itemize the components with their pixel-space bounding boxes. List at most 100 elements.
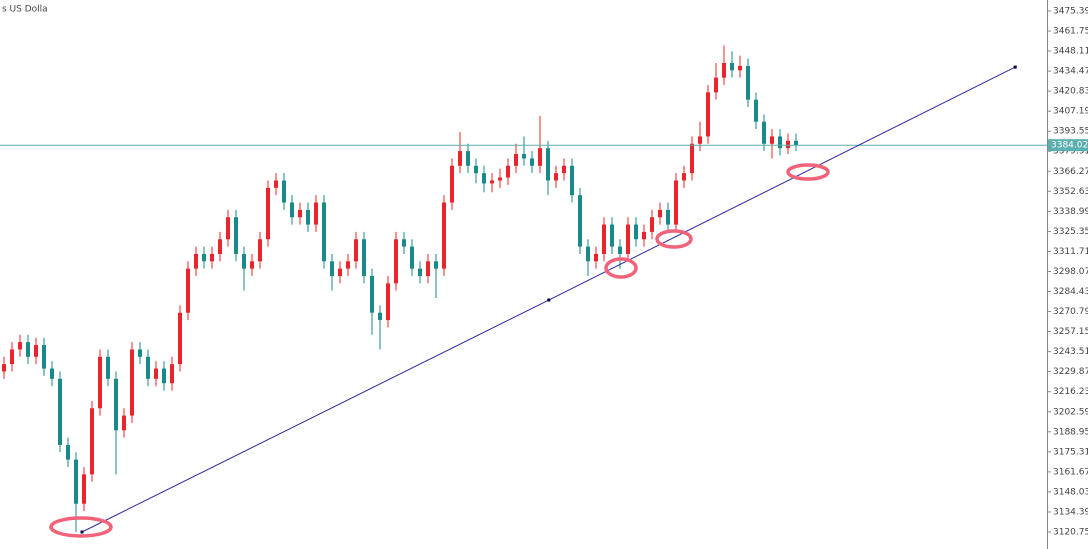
candle-body — [706, 92, 710, 137]
candle-body — [162, 368, 166, 384]
candle-body — [626, 224, 630, 254]
candle-body — [314, 202, 318, 225]
y-tick-label: 3325.35 — [1053, 227, 1088, 237]
candle-body — [658, 209, 662, 218]
candle-body — [426, 261, 430, 276]
candle-body — [202, 253, 206, 262]
candle-body — [330, 261, 334, 276]
candle-body — [506, 165, 510, 178]
candle-body — [682, 173, 686, 181]
highlight-ellipse — [49, 516, 113, 538]
highlight-ellipse — [786, 163, 830, 181]
candle-body — [618, 246, 622, 254]
trendline-anchor — [547, 298, 551, 302]
candle-body — [266, 187, 270, 240]
candle-body — [138, 349, 142, 357]
y-tick-label: 3161.67 — [1053, 467, 1088, 477]
plot: 3120.75 3134.39 3148.03 3161.67 3175.31 3188.… — [0, 6, 1088, 538]
candle-body — [194, 253, 198, 269]
y-tick-label: 3475.39 — [1053, 6, 1088, 16]
candle-body — [402, 239, 406, 247]
candle-body — [746, 65, 750, 100]
candle-body — [778, 136, 782, 149]
candle-body — [26, 342, 30, 357]
annotations — [49, 163, 830, 538]
candle-body — [466, 151, 470, 166]
candle-body — [522, 154, 526, 159]
candle-body — [450, 165, 454, 203]
candle-body — [66, 444, 70, 460]
candle-body — [42, 345, 46, 369]
y-tick-label: 3229.87 — [1053, 367, 1088, 377]
y-tick-label: 3284.43 — [1053, 287, 1088, 297]
y-tick-label: 3366.27 — [1053, 167, 1088, 177]
candle-body — [226, 217, 230, 240]
candle-body — [210, 253, 214, 262]
candle-body — [570, 165, 574, 196]
candle-body — [98, 356, 102, 409]
candle-body — [306, 209, 310, 225]
candle-body — [130, 349, 134, 416]
symbol-title: s US Dolla — [2, 5, 48, 15]
y-tick-label: 3352.63 — [1053, 187, 1088, 197]
candle-body — [442, 202, 446, 269]
candle-body — [594, 253, 598, 262]
candle-body — [578, 195, 582, 247]
candle-body — [602, 224, 606, 254]
candle-body — [282, 180, 286, 203]
y-tick-label: 3148.03 — [1053, 487, 1088, 497]
candle-body — [490, 180, 494, 184]
y-tick-label: 3216.23 — [1053, 387, 1088, 397]
candle-body — [34, 345, 38, 357]
candle-body — [762, 121, 766, 144]
candle-body — [178, 312, 182, 365]
candle-body — [322, 202, 326, 262]
candle-body — [74, 459, 78, 504]
candle-body — [634, 224, 638, 240]
candle-body — [546, 148, 550, 181]
candle-body — [698, 136, 702, 144]
candle-body — [586, 246, 590, 262]
candle-body — [514, 154, 518, 166]
candle-body — [90, 408, 94, 475]
y-tick-label: 3311.71 — [1053, 247, 1088, 257]
candle-body — [122, 415, 126, 431]
candle-body — [290, 202, 294, 218]
y-tick-label: 3434.47 — [1053, 67, 1088, 77]
y-tick-label: 3379.91 — [1053, 147, 1088, 157]
y-tick-label: 3243.51 — [1053, 347, 1088, 357]
candle-body — [378, 312, 382, 321]
candle-body — [234, 217, 238, 254]
candle-body — [730, 62, 734, 71]
candle-body — [674, 180, 678, 225]
candle-body — [538, 148, 542, 166]
candle-body — [338, 268, 342, 276]
candle-body — [770, 136, 774, 144]
candle-body — [370, 275, 374, 313]
current-price-box — [1048, 139, 1088, 152]
candle-body — [298, 209, 302, 218]
candle-body — [82, 474, 86, 504]
y-tick-label: 3257.15 — [1053, 327, 1088, 337]
y-tick-label: 3448.11 — [1053, 47, 1088, 57]
candle-body — [362, 239, 366, 276]
candle-body — [146, 356, 150, 379]
candle-body — [690, 143, 694, 174]
y-tick-label: 3270.79 — [1053, 307, 1088, 317]
y-tick-label: 3393.55 — [1053, 127, 1088, 137]
candle-body — [610, 224, 614, 247]
candle-body — [106, 356, 110, 379]
candle-body — [394, 239, 398, 284]
y-tick-label: 3120.75 — [1053, 528, 1088, 538]
candle-body — [498, 177, 502, 181]
candle-body — [722, 62, 726, 78]
candle-body — [274, 180, 278, 188]
y-tick-label: 3461.75 — [1053, 27, 1088, 37]
highlight-ellipse — [604, 257, 638, 279]
current-price-label: 3384.02 — [1051, 141, 1088, 151]
highlight-ellipse — [655, 229, 693, 249]
candle-body — [650, 217, 654, 232]
y-tick-label: 3407.19 — [1053, 107, 1088, 117]
